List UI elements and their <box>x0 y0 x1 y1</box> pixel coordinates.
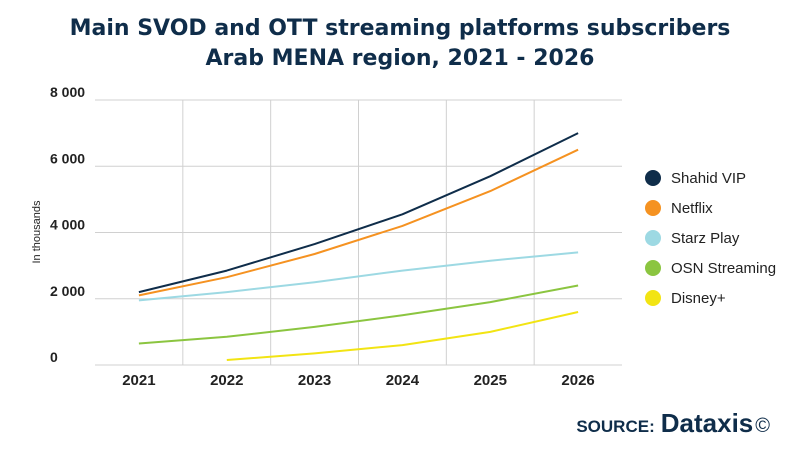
legend-label: Starz Play <box>671 229 740 247</box>
legend-item: Netflix <box>645 193 776 223</box>
x-tick-label: 2022 <box>210 372 243 389</box>
legend-label: Netflix <box>671 199 713 217</box>
legend-item: OSN Streaming <box>645 253 776 283</box>
source-label: SOURCE: <box>576 417 655 436</box>
x-tick-label: 2024 <box>386 372 420 389</box>
y-tick-labels: 0 2 000 4 000 6 000 8 000 <box>50 84 85 365</box>
y-tick-label: 8 000 <box>50 84 85 100</box>
legend-item: Disney+ <box>645 283 776 313</box>
copyright-icon: © <box>755 415 770 437</box>
series-line-netflix <box>138 148 579 297</box>
chart-title-line-2: Arab MENA region, 2021 - 2026 <box>205 46 595 71</box>
legend-item: Shahid VIP <box>645 163 776 193</box>
legend-swatch <box>645 230 661 246</box>
series-line-shahid-vip <box>138 132 579 294</box>
y-tick-label: 6 000 <box>50 150 85 166</box>
legend-swatch <box>645 200 661 216</box>
x-tick-label: 2025 <box>474 372 507 389</box>
x-tick-label: 2026 <box>561 372 594 389</box>
x-tick-labels: 2021 2022 2023 2024 2025 2026 <box>122 372 595 389</box>
y-axis-label: In thousands <box>31 200 43 263</box>
x-tick-label: 2023 <box>298 372 331 389</box>
legend-swatch <box>645 290 661 306</box>
y-tick-label: 2 000 <box>50 283 85 299</box>
legend-swatch <box>645 260 661 276</box>
legend-label: Disney+ <box>671 289 726 307</box>
legend-item: Starz Play <box>645 223 776 253</box>
series-line-disney <box>226 311 579 361</box>
y-tick-label: 4 000 <box>50 217 85 233</box>
series-lines <box>138 132 579 361</box>
legend-swatch <box>645 170 661 186</box>
source-credit: SOURCE: Dataxis © <box>576 408 770 439</box>
grid-lines <box>95 99 622 366</box>
legend-label: Shahid VIP <box>671 169 747 187</box>
series-line-osn-streaming <box>138 284 579 345</box>
legend-label: OSN Streaming <box>671 259 777 277</box>
chart-legend: Shahid VIP Netflix Starz Play OSN Streaming… <box>645 163 776 313</box>
series-line-starz-play <box>138 251 579 302</box>
source-brand-logo: Dataxis <box>660 408 754 438</box>
chart-title-line-1: Main SVOD and OTT streaming platforms su… <box>69 16 731 41</box>
y-tick-label: 0 <box>50 349 58 365</box>
x-tick-label: 2021 <box>122 372 155 389</box>
